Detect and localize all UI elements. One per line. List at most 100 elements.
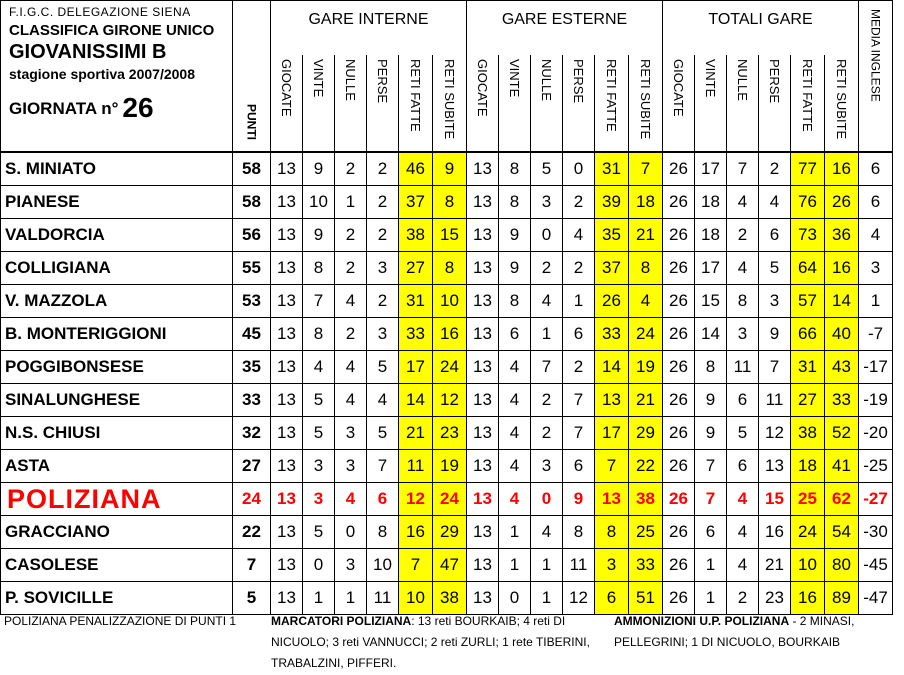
home-stat-4: 38 bbox=[398, 218, 433, 252]
media-inglese: 4 bbox=[858, 218, 893, 252]
media-inglese: 3 bbox=[858, 251, 893, 285]
warnings-note: AMMONIZIONI U.P. POLIZIANA - 2 MINASI, P… bbox=[614, 611, 900, 653]
total-stat-3: 4 bbox=[758, 185, 791, 219]
subheader-total-0: GIOCATE bbox=[662, 55, 695, 153]
away-stat-0: 13 bbox=[466, 548, 499, 582]
total-stat-4: 16 bbox=[790, 581, 825, 615]
away-stat-5: 21 bbox=[628, 218, 663, 252]
standings-table: F.I.G.C. DELEGAZIONE SIENA CLASSIFICA GI… bbox=[0, 0, 893, 615]
home-stat-5: 23 bbox=[432, 416, 467, 450]
away-stat-1: 4 bbox=[498, 383, 531, 417]
away-stat-1: 0 bbox=[498, 581, 531, 615]
total-stat-0: 26 bbox=[662, 185, 695, 219]
total-stat-3: 16 bbox=[758, 515, 791, 549]
away-stat-0: 13 bbox=[466, 284, 499, 318]
away-stat-0: 13 bbox=[466, 416, 499, 450]
home-stat-4: 33 bbox=[398, 317, 433, 351]
team-row: PIANESE 58 13 10 1 2 37 8 13 8 3 2 39 18 26 18 4 4 76 26 6 bbox=[0, 185, 893, 219]
total-stat-1: 7 bbox=[694, 449, 727, 483]
team-name: V. MAZZOLA bbox=[0, 284, 233, 318]
subheader-total-5: RETI SUBITE bbox=[824, 55, 859, 153]
home-stat-5: 8 bbox=[432, 251, 467, 285]
home-stat-0: 13 bbox=[270, 581, 303, 615]
total-stat-2: 2 bbox=[726, 581, 759, 615]
away-stat-1: 8 bbox=[498, 151, 531, 186]
away-stat-5: 4 bbox=[628, 284, 663, 318]
subheader-home-1: VINTE bbox=[302, 55, 335, 153]
away-stat-3: 7 bbox=[562, 383, 595, 417]
away-stat-2: 3 bbox=[530, 185, 563, 219]
team-name: VALDORCIA bbox=[0, 218, 233, 252]
total-stat-1: 18 bbox=[694, 185, 727, 219]
away-stat-4: 13 bbox=[594, 482, 629, 516]
away-stat-1: 9 bbox=[498, 251, 531, 285]
home-stat-3: 2 bbox=[366, 218, 399, 252]
away-stat-2: 7 bbox=[530, 350, 563, 384]
team-points: 33 bbox=[232, 383, 271, 417]
away-stat-4: 3 bbox=[594, 548, 629, 582]
total-stat-4: 38 bbox=[790, 416, 825, 450]
team-row: VALDORCIA 56 13 9 2 2 38 15 13 9 0 4 35 21 26 18 2 6 73 36 4 bbox=[0, 218, 893, 252]
away-stat-3: 4 bbox=[562, 218, 595, 252]
matchday: GIORNATA n° 26 bbox=[9, 92, 232, 124]
total-stat-2: 7 bbox=[726, 151, 759, 186]
media-inglese: -7 bbox=[858, 317, 893, 351]
total-stat-2: 2 bbox=[726, 218, 759, 252]
team-name: P. SOVICILLE bbox=[0, 581, 233, 615]
total-stat-3: 9 bbox=[758, 317, 791, 351]
matchday-label: GIORNATA n° bbox=[9, 99, 119, 118]
away-stat-2: 3 bbox=[530, 449, 563, 483]
away-stat-4: 8 bbox=[594, 515, 629, 549]
total-stat-4: 76 bbox=[790, 185, 825, 219]
total-stat-1: 8 bbox=[694, 350, 727, 384]
total-stat-5: 40 bbox=[824, 317, 859, 351]
home-stat-4: 16 bbox=[398, 515, 433, 549]
total-stat-5: 16 bbox=[824, 251, 859, 285]
team-name: N.S. CHIUSI bbox=[0, 416, 233, 450]
team-row: CASOLESE 7 13 0 3 10 7 47 13 1 1 11 3 33 26 1 4 21 10 80 -45 bbox=[0, 548, 893, 582]
away-stat-4: 31 bbox=[594, 151, 629, 186]
total-stat-5: 52 bbox=[824, 416, 859, 450]
away-stat-4: 35 bbox=[594, 218, 629, 252]
total-stat-3: 2 bbox=[758, 151, 791, 186]
team-row: B. MONTERIGGIONI 45 13 8 2 3 33 16 13 6 1 6 33 24 26 14… bbox=[0, 317, 893, 351]
away-stat-2: 1 bbox=[530, 548, 563, 582]
media-inglese: -17 bbox=[858, 350, 893, 384]
total-stat-1: 9 bbox=[694, 383, 727, 417]
team-points: 45 bbox=[232, 317, 271, 351]
home-stat-5: 16 bbox=[432, 317, 467, 351]
away-stat-1: 8 bbox=[498, 284, 531, 318]
home-stat-3: 5 bbox=[366, 350, 399, 384]
home-stat-1: 3 bbox=[302, 482, 335, 516]
team-name: POGGIBONSESE bbox=[0, 350, 233, 384]
total-stat-0: 26 bbox=[662, 151, 695, 186]
home-stat-4: 17 bbox=[398, 350, 433, 384]
total-stat-0: 26 bbox=[662, 548, 695, 582]
subheader-home-2: NULLE bbox=[334, 55, 367, 153]
away-stat-5: 33 bbox=[628, 548, 663, 582]
away-stat-2: 1 bbox=[530, 317, 563, 351]
home-stat-0: 13 bbox=[270, 284, 303, 318]
total-stat-4: 31 bbox=[790, 350, 825, 384]
total-stat-3: 5 bbox=[758, 251, 791, 285]
scorers-note: MARCATORI POLIZIANA: 13 reti BOURKAIB; 4… bbox=[271, 611, 601, 674]
away-stat-2: 5 bbox=[530, 151, 563, 186]
team-row: POLIZIANA 24 13 3 4 6 12 24 13 4 0 9 13 38 26 7 4 15 25 62-… bbox=[0, 482, 893, 516]
away-stat-0: 13 bbox=[466, 185, 499, 219]
team-points: 56 bbox=[232, 218, 271, 252]
total-stat-5: 14 bbox=[824, 284, 859, 318]
team-row: V. MAZZOLA 53 13 7 4 2 31 10 13 8 4 1 26 4 26 15 8 3 57 14 1 bbox=[0, 284, 893, 318]
team-name: PIANESE bbox=[0, 185, 233, 219]
away-stat-5: 25 bbox=[628, 515, 663, 549]
total-stat-3: 15 bbox=[758, 482, 791, 516]
media-inglese: -27 bbox=[858, 482, 893, 516]
team-row: P. SOVICILLE 5 13 1 1 11 10 38 13 0 1 12 6 51 26 1 2 23 16… bbox=[0, 581, 893, 615]
team-row: POGGIBONSESE 35 13 4 4 5 17 24 13 4 7 2 14 19 26 8 11 7 31… bbox=[0, 350, 893, 384]
team-points: 22 bbox=[232, 515, 271, 549]
away-stat-3: 6 bbox=[562, 317, 595, 351]
away-stat-3: 12 bbox=[562, 581, 595, 615]
points-header: PUNTI bbox=[232, 0, 271, 153]
total-stat-5: 26 bbox=[824, 185, 859, 219]
team-points: 32 bbox=[232, 416, 271, 450]
home-stat-1: 9 bbox=[302, 218, 335, 252]
